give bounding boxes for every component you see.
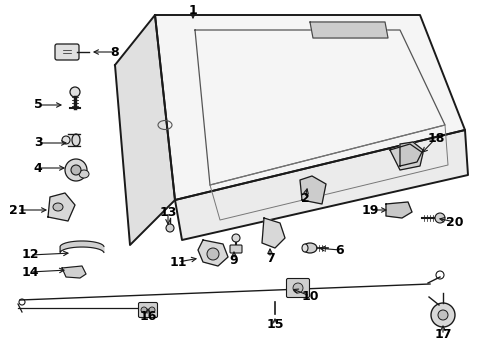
Polygon shape <box>386 202 412 218</box>
Text: 9: 9 <box>230 253 238 266</box>
Ellipse shape <box>303 243 317 253</box>
Text: 7: 7 <box>266 252 274 265</box>
Polygon shape <box>262 218 285 248</box>
Circle shape <box>435 213 445 223</box>
Polygon shape <box>48 193 75 221</box>
Circle shape <box>70 87 80 97</box>
Text: 11: 11 <box>169 256 187 269</box>
Text: 12: 12 <box>21 248 39 261</box>
Text: 19: 19 <box>361 203 379 216</box>
Polygon shape <box>175 130 468 240</box>
Circle shape <box>293 283 303 293</box>
Circle shape <box>141 307 147 313</box>
Circle shape <box>438 310 448 320</box>
Text: 8: 8 <box>111 45 119 58</box>
Circle shape <box>149 307 155 313</box>
Polygon shape <box>60 241 104 252</box>
Polygon shape <box>400 142 423 166</box>
FancyBboxPatch shape <box>55 44 79 60</box>
Text: 15: 15 <box>266 319 284 332</box>
Ellipse shape <box>79 170 89 178</box>
Polygon shape <box>115 15 175 245</box>
Circle shape <box>62 136 70 144</box>
Circle shape <box>65 159 87 181</box>
Text: 13: 13 <box>159 206 177 219</box>
FancyBboxPatch shape <box>287 279 310 297</box>
Circle shape <box>232 234 240 242</box>
Ellipse shape <box>53 203 63 211</box>
FancyBboxPatch shape <box>68 134 80 147</box>
Polygon shape <box>198 240 228 266</box>
Polygon shape <box>310 22 388 38</box>
Text: 1: 1 <box>189 4 197 17</box>
FancyBboxPatch shape <box>230 245 242 253</box>
Polygon shape <box>300 176 326 204</box>
Text: 4: 4 <box>34 162 42 175</box>
Ellipse shape <box>302 244 308 252</box>
Circle shape <box>431 303 455 327</box>
Ellipse shape <box>72 134 80 146</box>
Text: 20: 20 <box>446 216 464 229</box>
Text: 17: 17 <box>434 328 452 342</box>
Circle shape <box>166 224 174 232</box>
Circle shape <box>207 248 219 260</box>
Text: 10: 10 <box>301 289 319 302</box>
Text: 3: 3 <box>34 136 42 149</box>
Text: 5: 5 <box>34 99 42 112</box>
FancyBboxPatch shape <box>139 302 157 318</box>
Text: 6: 6 <box>336 243 344 256</box>
Polygon shape <box>155 15 465 200</box>
Text: 18: 18 <box>427 131 445 144</box>
Polygon shape <box>62 266 86 278</box>
Text: 16: 16 <box>139 310 157 323</box>
Polygon shape <box>390 144 423 170</box>
Text: 21: 21 <box>9 203 27 216</box>
Circle shape <box>71 165 81 175</box>
Text: 14: 14 <box>21 266 39 279</box>
Text: 2: 2 <box>301 192 309 204</box>
